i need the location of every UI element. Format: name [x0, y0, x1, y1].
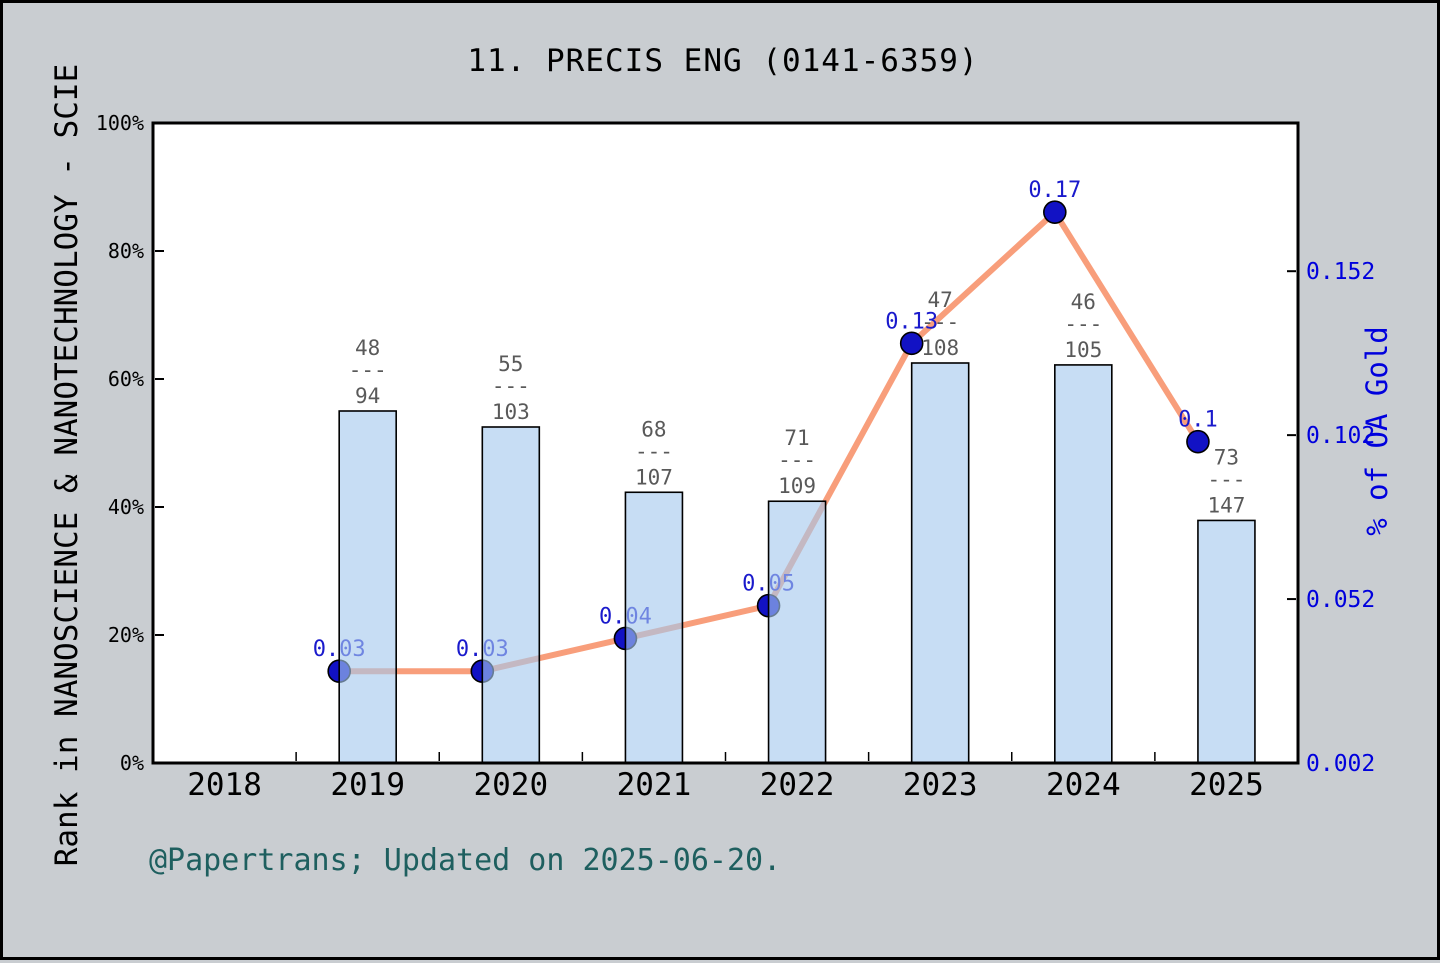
chart-svg: 0.030.030.040.050.130.170.148---9455---1… [96, 111, 1375, 803]
x-tick-label: 2021 [617, 767, 692, 803]
x-tick-label: 2023 [903, 767, 978, 803]
fraction-numerator: 46 [1071, 290, 1096, 314]
x-tick-label: 2019 [330, 767, 405, 803]
left-tick-label: 80% [108, 239, 144, 263]
line-marker [1186, 429, 1210, 454]
caption-text: @Papertrans; Updated on 2025-06-20. [149, 843, 782, 878]
fraction-separator: --- [492, 374, 530, 398]
rank-bar [1197, 519, 1256, 764]
right-tick-label: 0.002 [1306, 751, 1375, 777]
fraction-numerator: 48 [355, 336, 380, 360]
right-tick-label: 0.152 [1306, 259, 1375, 285]
x-tick-label: 2022 [760, 767, 835, 803]
fraction-separator: --- [349, 358, 387, 382]
fraction-numerator: 55 [498, 352, 523, 376]
x-tick-label: 2020 [473, 767, 548, 803]
left-tick-label: 40% [108, 495, 144, 519]
x-tick-label: 2018 [187, 767, 262, 803]
fraction-denominator: 94 [355, 384, 380, 408]
right-tick-label: 0.052 [1306, 587, 1375, 613]
line-marker [899, 331, 924, 356]
rank-bar [1054, 364, 1113, 764]
fraction-separator: --- [1207, 467, 1245, 491]
fraction-denominator: 105 [1064, 338, 1102, 362]
x-tick-label: 2024 [1046, 767, 1121, 803]
rank-bar [624, 491, 684, 764]
fraction-denominator: 108 [921, 336, 959, 360]
left-tick-label: 60% [108, 367, 144, 391]
left-tick-label: 100% [96, 111, 144, 135]
plot-frame [151, 121, 1300, 765]
left-tick-label: 0% [120, 751, 144, 775]
point-value-label: 0.13 [885, 309, 938, 334]
fraction-separator: --- [1064, 312, 1102, 336]
fraction-separator: --- [778, 448, 816, 472]
left-tick-label: 20% [108, 623, 144, 647]
fraction-separator: --- [921, 310, 959, 334]
fraction-denominator: 107 [635, 465, 673, 489]
fraction-denominator: 103 [492, 400, 530, 424]
fraction-denominator: 109 [778, 474, 816, 498]
fraction-numerator: 73 [1214, 445, 1239, 469]
rank-bar [910, 362, 970, 764]
fraction-numerator: 47 [928, 288, 953, 312]
rank-bar [338, 410, 397, 764]
fraction-numerator: 68 [641, 417, 666, 441]
chart-title: 11. PRECIS ENG (0141-6359) [467, 43, 979, 79]
point-value-label: 0.1 [1178, 408, 1218, 433]
fraction-numerator: 71 [784, 426, 809, 450]
rank-bar [481, 426, 541, 764]
fraction-denominator: 147 [1207, 493, 1245, 517]
rank-bar [767, 500, 827, 764]
fraction-separator: --- [635, 439, 673, 463]
point-value-label: 0.17 [1028, 178, 1081, 203]
line-marker [1043, 200, 1067, 224]
right-tick-label: 0.102 [1306, 423, 1375, 449]
x-tick-label: 2025 [1189, 767, 1264, 803]
